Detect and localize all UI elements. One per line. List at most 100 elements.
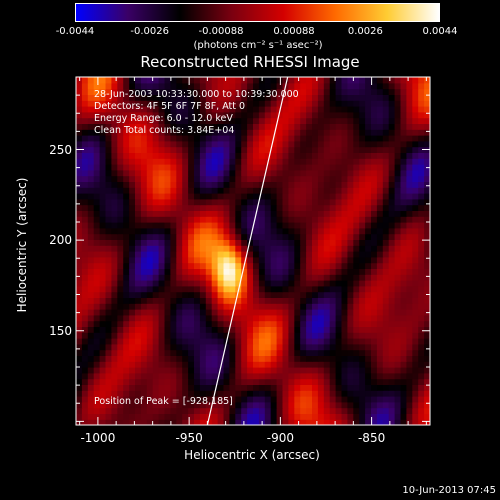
heatmap-cell [253,355,260,362]
heatmap-cell [176,198,183,206]
heatmap-cell [111,135,118,142]
heatmap-cell [347,169,354,177]
heatmap-cell [123,314,130,322]
heatmap-cell [282,280,289,287]
heatmap-cell [229,407,236,414]
heatmap-cell [152,117,160,124]
heatmap-cell [205,210,213,217]
heatmap-cell [235,129,242,136]
heatmap-cell [93,129,101,136]
heatmap-cell [300,233,307,240]
heatmap-cell [418,338,425,345]
heatmap-cell [182,349,189,356]
heatmap-cell [158,146,166,153]
heatmap-cell [329,158,337,165]
heatmap-cell [323,82,331,90]
heatmap-cell [158,111,166,119]
heatmap-cell [164,106,171,113]
heatmap-cell [164,285,171,293]
heatmap-cell [406,158,413,165]
heatmap-cell [117,198,124,206]
heatmap-cell [253,111,260,119]
heatmap-cell [276,100,284,107]
heatmap-cell [146,326,154,333]
heatmap-cell [123,82,130,90]
heatmap-cell [359,349,366,356]
heatmap-cell [223,245,230,252]
heatmap-cell [258,349,266,356]
heatmap-cell [158,239,166,246]
heatmap-cell [123,297,130,304]
heatmap-cell [194,158,201,165]
heatmap-cell [317,343,325,351]
heatmap-cell [270,320,278,327]
heatmap-cell [140,285,148,293]
heatmap-cell [329,378,337,385]
heatmap-cell [99,256,107,264]
heatmap-cell [253,390,260,397]
heatmap-cell [123,77,130,84]
heatmap-cell [418,303,425,310]
heatmap-cell [76,82,83,90]
heatmap-cell [217,158,225,165]
heatmap-cell [376,378,384,385]
heatmap-cell [93,349,101,356]
heatmap-cell [76,129,83,136]
heatmap-cell [93,227,101,235]
heatmap-cell [347,181,354,188]
heatmap-cell [194,401,201,409]
heatmap-cell [140,77,148,84]
heatmap-cell [335,280,343,287]
heatmap-cell [382,123,390,130]
heatmap-cell [194,309,201,316]
heatmap-cell [170,88,177,95]
heatmap-cell [146,164,154,171]
heatmap-cell [258,222,266,229]
heatmap-cell [182,419,189,425]
heatmap-cell [412,320,419,327]
heatmap-cell [335,256,343,264]
heatmap-cell [258,158,266,165]
heatmap-cell [158,332,166,339]
heatmap-cell [223,111,230,119]
heatmap-cell [229,210,236,217]
heatmap-cell [347,175,354,182]
heatmap-cell [164,320,171,327]
heatmap-cell [217,245,225,252]
heatmap-cell [170,82,177,90]
heatmap-cell [347,401,354,409]
heatmap-cell [152,262,160,269]
heatmap-cell [288,88,295,95]
heatmap-cell [164,332,171,339]
heatmap-cell [276,245,284,252]
heatmap-cell [258,355,266,362]
heatmap-cell [76,239,83,246]
heatmap-cell [111,204,118,211]
heatmap-cell [117,222,124,229]
heatmap-cell [87,239,95,246]
heatmap-cell [146,222,154,229]
heatmap-cell [223,332,230,339]
heatmap-cell [81,222,89,229]
heatmap-cell [406,175,413,182]
heatmap-cell [140,135,148,142]
heatmap-cell [406,123,413,130]
heatmap-cell [335,407,343,414]
heatmap-cell [211,210,219,217]
heatmap-cell [229,372,236,380]
heatmap-cell [406,407,413,414]
heatmap-cell [365,245,372,252]
heatmap-cell [194,320,201,327]
heatmap-cell [400,343,407,351]
heatmap-cell [341,349,348,356]
heatmap-cell [365,256,372,264]
heatmap-cell [253,256,260,264]
heatmap-cell [170,274,177,281]
heatmap-cell [341,198,348,206]
heatmap-cell [400,297,407,304]
heatmap-cell [99,152,107,159]
heatmap-cell [288,320,295,327]
heatmap-cell [223,198,230,206]
heatmap-cell [158,309,166,316]
heatmap-cell [217,407,225,414]
